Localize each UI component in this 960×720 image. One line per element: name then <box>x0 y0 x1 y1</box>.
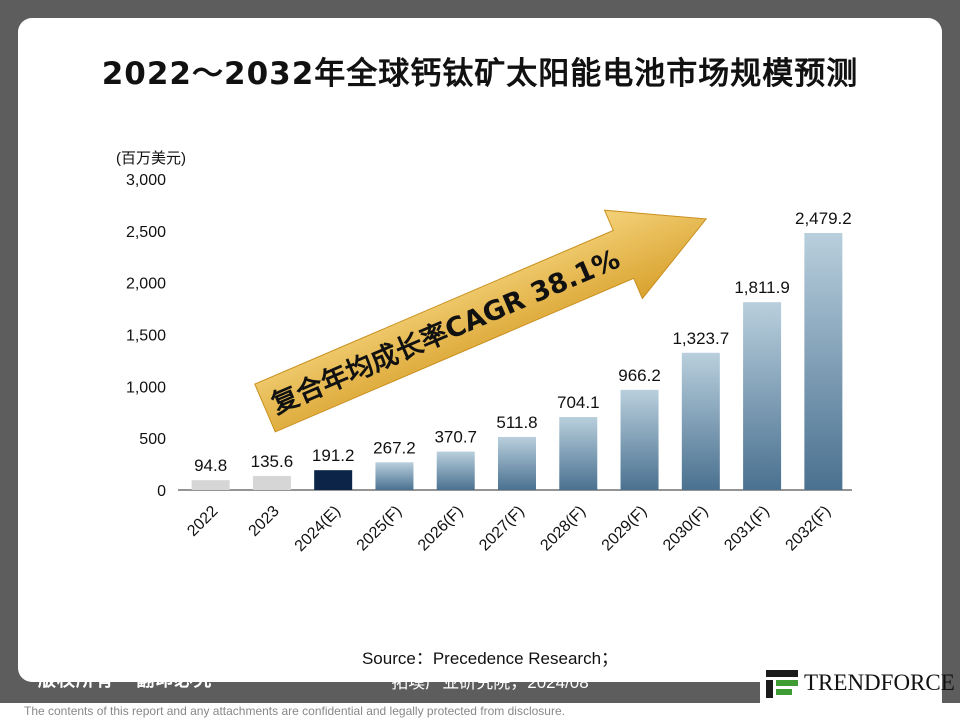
x-tick-label: 2023 <box>246 503 283 540</box>
y-unit-label: (百万美元) <box>116 150 186 167</box>
data-label: 135.6 <box>251 452 294 471</box>
data-label: 191.2 <box>312 446 355 465</box>
x-tick-label: 2030(F) <box>660 503 712 555</box>
content-card <box>18 18 942 682</box>
data-label: 966.2 <box>618 366 661 385</box>
trendforce-mark-icon <box>766 670 798 698</box>
bar <box>191 480 230 490</box>
source-line-1: Source：Precedence Research； <box>361 649 619 668</box>
data-label: 2,479.2 <box>795 209 852 228</box>
bar <box>743 302 782 490</box>
y-tick-label: 2,000 <box>126 276 166 293</box>
x-tick-label: 2029(F) <box>599 503 651 555</box>
data-label: 704.1 <box>557 393 600 412</box>
bar <box>436 451 475 490</box>
page-title: 2022～2032年全球钙钛矿太阳能电池市场规模预测 <box>101 56 859 92</box>
x-tick-label: 2024(E) <box>292 503 344 555</box>
x-tick-label: 2028(F) <box>537 503 589 555</box>
x-tick-label: 2025(F) <box>354 503 406 555</box>
bar <box>314 470 353 490</box>
bar <box>620 389 659 490</box>
x-tick-label: 2022 <box>184 503 221 540</box>
disclaimer-text: The contents of this report and any atta… <box>24 704 565 718</box>
x-tick-label: 2032(F) <box>783 503 835 555</box>
bar <box>559 417 598 490</box>
y-tick-label: 500 <box>139 431 166 448</box>
x-tick-label: 2027(F) <box>476 503 528 555</box>
data-label: 511.8 <box>496 413 537 432</box>
y-tick-label: 0 <box>157 483 166 500</box>
data-label: 370.7 <box>434 428 477 447</box>
bar <box>375 462 414 490</box>
source-line-2: 拓墣产业研究院，2024/08 <box>391 673 589 692</box>
copyright-text: 版权所有 · 翻印必究 <box>38 670 213 691</box>
y-tick-label: 2,500 <box>126 224 166 241</box>
x-tick-label: 2026(F) <box>415 503 467 555</box>
data-label: 94.8 <box>194 456 227 475</box>
trendforce-logo-text: TRENDFORCE <box>804 670 955 695</box>
bar <box>252 475 291 490</box>
trendforce-logo: TRENDFORCE <box>760 664 955 704</box>
bar <box>681 352 720 490</box>
data-label: 267.2 <box>373 438 416 457</box>
y-tick-label: 1,000 <box>126 379 166 396</box>
x-tick-label: 2031(F) <box>721 503 773 555</box>
arrow-shape <box>254 209 708 433</box>
footer-bar: The contents of this report and any atta… <box>0 703 960 720</box>
bar <box>498 436 536 490</box>
data-label: 1,323.7 <box>672 329 729 348</box>
bar <box>804 232 843 490</box>
y-tick-label: 1,500 <box>126 328 166 345</box>
y-tick-label: 3,000 <box>126 172 166 189</box>
data-label: 1,811.9 <box>734 278 789 297</box>
